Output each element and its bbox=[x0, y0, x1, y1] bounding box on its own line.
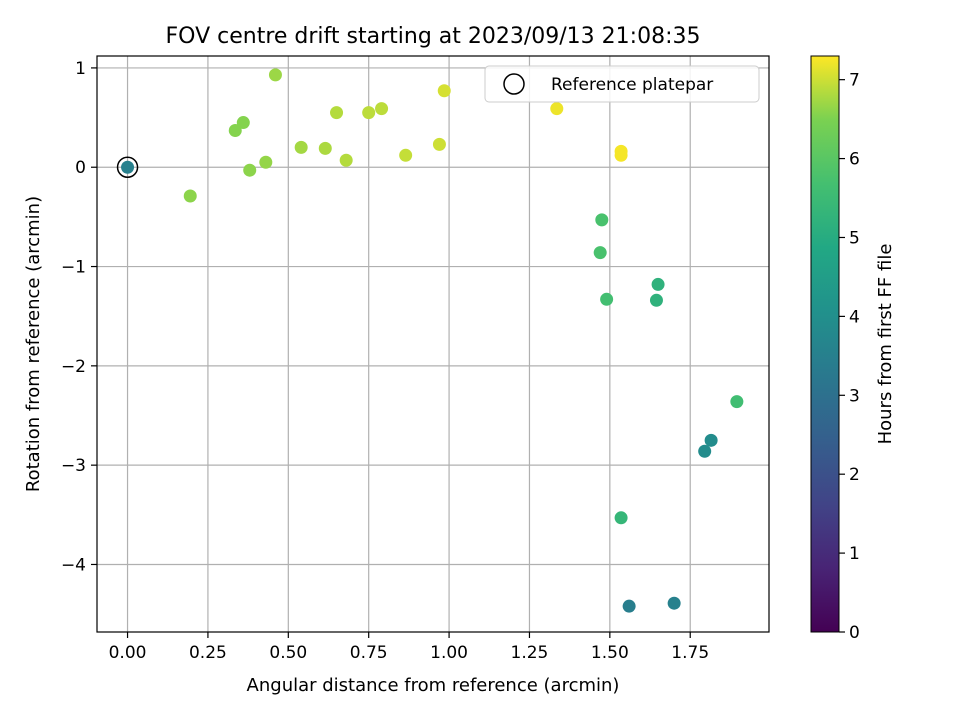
y-tick-label: −2 bbox=[61, 357, 86, 377]
colorbar-tick-label: 1 bbox=[849, 544, 860, 564]
plot-frame bbox=[96, 55, 770, 633]
colorbar-label: Hours from first FF file bbox=[875, 244, 896, 445]
data-point bbox=[667, 596, 681, 610]
data-point bbox=[704, 433, 718, 447]
data-point bbox=[339, 153, 353, 167]
colorbar-tick-label: 7 bbox=[849, 71, 860, 91]
legend-marker bbox=[503, 73, 525, 95]
y-tick-label: 0 bbox=[75, 158, 86, 178]
x-tick-label: 1.25 bbox=[511, 643, 549, 663]
data-point bbox=[600, 292, 614, 306]
grid bbox=[97, 56, 769, 632]
data-point bbox=[121, 160, 135, 174]
data-point bbox=[294, 140, 308, 154]
data-point bbox=[595, 213, 609, 227]
data-point bbox=[730, 395, 744, 409]
x-tick-label: 1.75 bbox=[671, 643, 709, 663]
data-point bbox=[437, 84, 451, 98]
data-point bbox=[362, 106, 376, 120]
data-point bbox=[649, 293, 663, 307]
colorbar-tick-label: 5 bbox=[849, 228, 860, 248]
data-point bbox=[183, 189, 197, 203]
colorbar-gradient bbox=[810, 55, 840, 633]
data-point bbox=[259, 155, 273, 169]
data-point bbox=[228, 123, 242, 137]
colorbar-tick-label: 3 bbox=[849, 386, 860, 406]
y-tick-label: −3 bbox=[61, 456, 86, 476]
y-tick-label: −4 bbox=[61, 555, 86, 575]
data-point bbox=[318, 141, 332, 155]
data-point bbox=[399, 148, 413, 162]
x-axis-ticks: 0.00 0.25 0.50 0.75 1.00 1.25 1.50 1.75 bbox=[109, 632, 709, 663]
data-point bbox=[236, 116, 250, 130]
data-point bbox=[698, 444, 712, 458]
x-tick-label: 0.50 bbox=[269, 643, 307, 663]
x-tick-label: 1.00 bbox=[430, 643, 468, 663]
y-tick-label: 1 bbox=[75, 59, 86, 79]
colorbar-tick-label: 4 bbox=[849, 307, 860, 327]
colorbar-tick-label: 2 bbox=[849, 465, 860, 485]
data-point bbox=[550, 102, 564, 116]
data-point bbox=[330, 106, 344, 120]
legend: Reference platepar bbox=[484, 65, 760, 103]
data-point bbox=[375, 102, 389, 116]
data-point bbox=[651, 277, 665, 291]
legend-label: Reference platepar bbox=[551, 75, 713, 95]
y-tick-label: −1 bbox=[61, 258, 86, 278]
y-axis-ticks: 1 0 −1 −2 −3 −4 bbox=[61, 59, 97, 575]
x-tick-label: 0.25 bbox=[189, 643, 227, 663]
x-tick-label: 0.00 bbox=[109, 643, 147, 663]
y-axis-label: Rotation from reference (arcmin) bbox=[23, 196, 44, 492]
reference-marker bbox=[116, 156, 139, 178]
colorbar-tick-label: 6 bbox=[849, 150, 860, 170]
colorbar: 0 1 2 3 4 5 6 7 Hours from first FF file bbox=[810, 55, 896, 643]
x-tick-label: 0.75 bbox=[350, 643, 388, 663]
data-point bbox=[593, 246, 607, 260]
colorbar-tick-label: 0 bbox=[849, 623, 860, 643]
chart-title: FOV centre drift starting at 2023/09/13 … bbox=[166, 24, 701, 49]
x-axis-label: Angular distance from reference (arcmin) bbox=[247, 675, 620, 696]
data-point bbox=[614, 148, 628, 162]
colorbar-ticks: 0 1 2 3 4 5 6 7 bbox=[839, 71, 860, 643]
legend-box bbox=[484, 65, 760, 103]
scatter-points bbox=[116, 68, 744, 613]
data-point bbox=[268, 68, 282, 82]
data-point bbox=[432, 137, 446, 151]
data-point bbox=[614, 511, 628, 525]
x-tick-label: 1.50 bbox=[591, 643, 629, 663]
data-point bbox=[622, 599, 636, 613]
data-point bbox=[243, 163, 257, 177]
